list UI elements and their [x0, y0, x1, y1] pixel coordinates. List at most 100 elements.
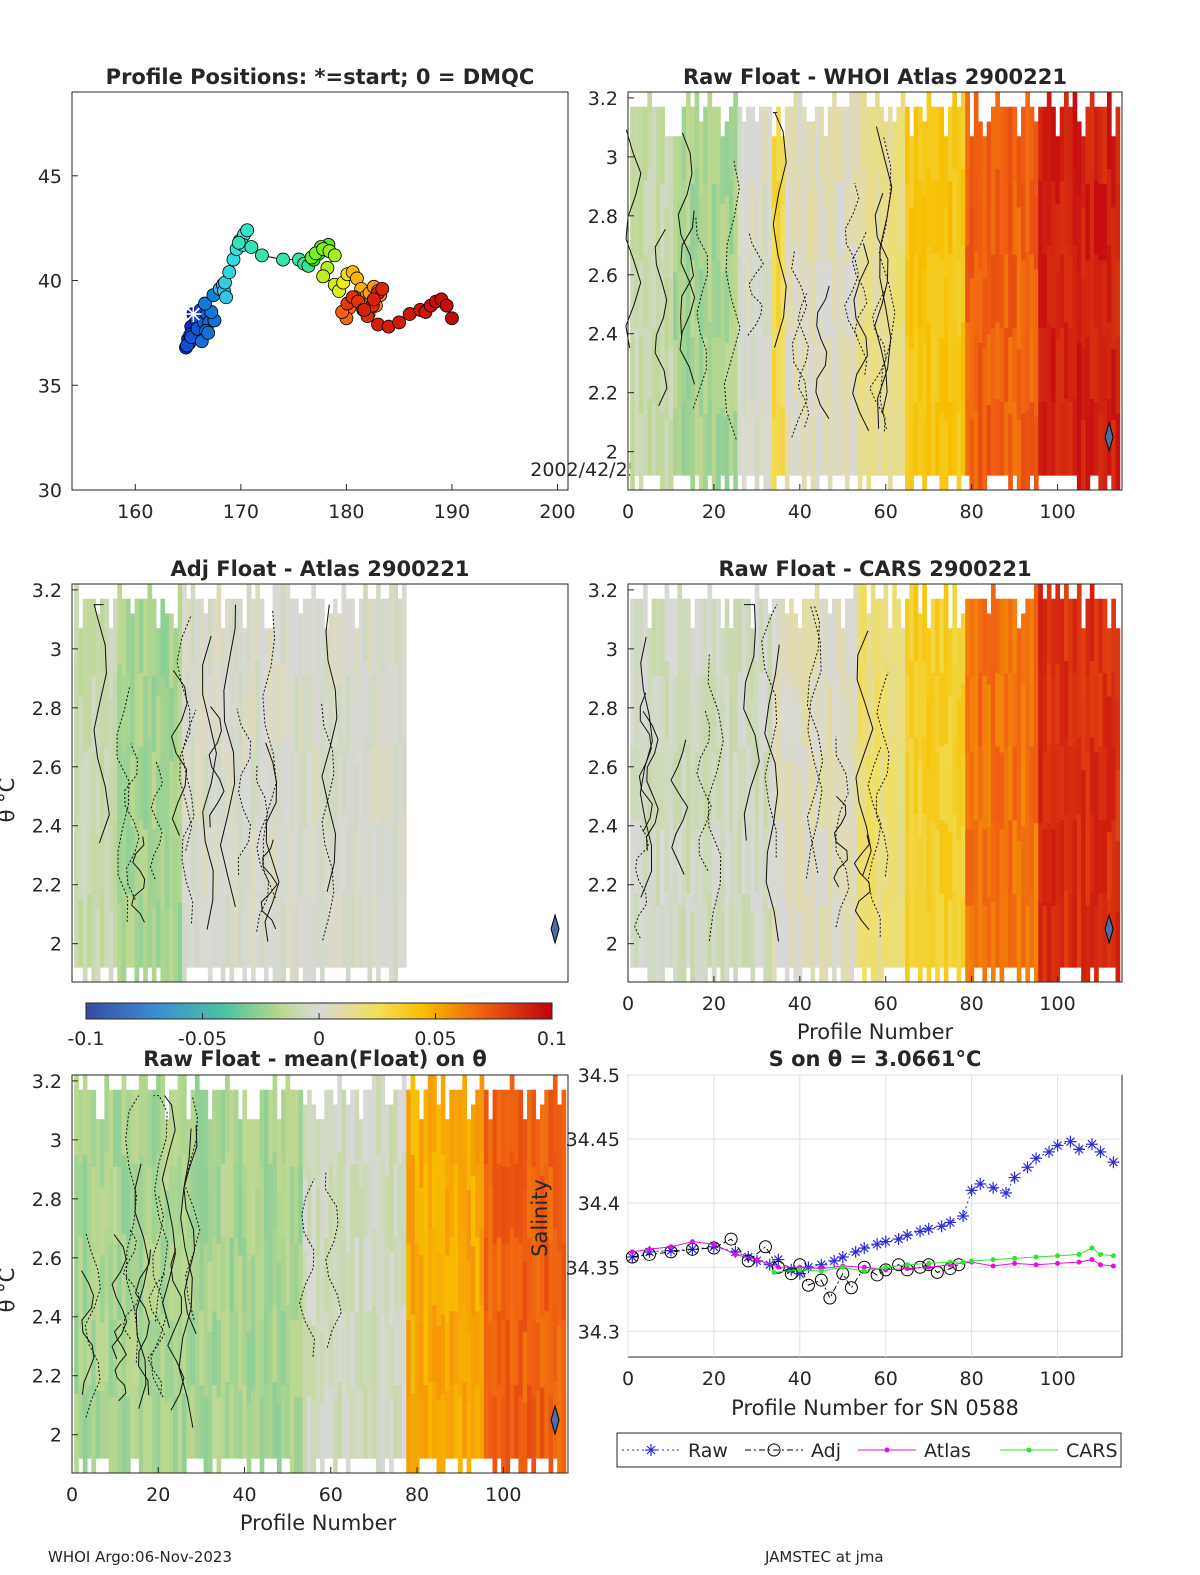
heatmap-cell: [909, 277, 915, 349]
heatmap-cell: [965, 905, 970, 983]
heatmap-cell: [117, 1319, 122, 1397]
heatmap-cell: [883, 192, 889, 264]
heatmap-cell: [887, 831, 893, 900]
heatmap-cell: [759, 254, 764, 329]
heatmap-cell: [203, 1166, 209, 1244]
heatmap-cell: [668, 893, 674, 968]
heatmap-cell: [100, 1254, 105, 1324]
x-tick-label: 0: [622, 1368, 634, 1390]
heatmap-cell: [922, 416, 927, 491]
heatmap-cell: [973, 410, 979, 491]
heatmap-cell: [397, 746, 403, 821]
heatmap-cell: [917, 687, 923, 762]
heatmap-cell: [1038, 180, 1043, 255]
heatmap-cell: [501, 1166, 506, 1244]
heatmap-cell: [190, 890, 196, 968]
heatmap-cell: [350, 598, 355, 673]
heatmap-cell: [973, 598, 979, 673]
heatmap-cell: [250, 1322, 256, 1391]
heatmap-cell: [728, 696, 734, 765]
heatmap-cell: [1003, 672, 1009, 747]
heatmap-cell: [143, 1075, 148, 1155]
heatmap-cell: [250, 752, 256, 830]
heatmap-cell: [104, 819, 110, 894]
heatmap-cell: [750, 106, 756, 181]
heatmap-cell: [332, 893, 338, 968]
heatmap-cell: [840, 769, 846, 841]
heatmap-cell: [926, 245, 932, 323]
heatmap-cell: [973, 92, 979, 172]
heatmap-cell: [922, 890, 927, 968]
heatmap-cell: [694, 828, 700, 906]
heatmap-cell: [909, 584, 915, 662]
heatmap-cell: [797, 840, 803, 912]
heatmap-cell: [229, 1163, 235, 1238]
heatmap-cell: [337, 1381, 342, 1459]
heatmap-cell: [900, 245, 906, 323]
heatmap-cell: [112, 1243, 118, 1321]
heatmap-cell: [246, 813, 252, 892]
heatmap-cell: [943, 902, 949, 983]
heatmap-cell: [1042, 180, 1048, 255]
heatmap-cell: [112, 1396, 118, 1474]
y-tick-label: 2.4: [32, 816, 62, 838]
heatmap-cell: [371, 598, 377, 673]
heatmap-cell: [733, 171, 738, 252]
heatmap-cell: [401, 1304, 407, 1383]
heatmap-cell: [453, 1237, 459, 1312]
heatmap-cell: [746, 327, 751, 402]
heatmap-cell: [108, 769, 114, 841]
adj-atlas-ticks: 22.22.42.62.833.2: [32, 580, 78, 956]
heatmap-cell: [647, 628, 653, 700]
heatmap-cell: [832, 92, 837, 170]
heatmap-cell: [767, 760, 773, 835]
contour-line: [111, 1234, 128, 1360]
atlas-point: [904, 1266, 910, 1272]
heatmap-cell: [380, 746, 386, 821]
heatmap-cell: [1051, 254, 1056, 329]
heatmap-cell: [930, 598, 936, 673]
heatmap-cell: [660, 752, 665, 830]
heatmap-cell: [1021, 684, 1026, 756]
heatmap-cell: [95, 1390, 101, 1459]
heatmap-cell: [793, 687, 799, 762]
heatmap-cell: [376, 1154, 381, 1235]
heatmap-cell: [475, 1384, 480, 1459]
heatmap-cell: [750, 840, 756, 912]
heatmap-cell: [917, 327, 923, 402]
heatmap-cell: [806, 192, 811, 264]
heatmap-cell: [380, 1393, 386, 1474]
heatmap-cell: [797, 628, 803, 700]
heatmap-cell: [341, 737, 347, 815]
heatmap-cell: [1068, 893, 1073, 968]
heatmap-cell: [311, 1178, 317, 1253]
heatmap-cell: [479, 1228, 485, 1306]
atlas-point: [1089, 1257, 1095, 1263]
heatmap-cell: [1085, 106, 1091, 184]
heatmap-cell: [999, 905, 1005, 983]
heatmap-cell: [685, 746, 691, 821]
heatmap-cell: [1115, 698, 1121, 771]
contour-line: [125, 1095, 140, 1363]
heatmap-cell: [832, 168, 837, 246]
contour-line: [723, 160, 741, 440]
heatmap-cell: [638, 106, 644, 184]
heatmap-cell: [896, 254, 902, 329]
heatmap-cell: [367, 905, 373, 983]
heatmap-cell: [720, 136, 726, 205]
heatmap-cell: [1102, 106, 1108, 184]
heatmap-cell: [814, 183, 820, 261]
heatmap-cell: [212, 746, 217, 821]
heatmap-cell: [1059, 746, 1065, 821]
heatmap-cell: [436, 1251, 442, 1326]
heatmap-cell: [1098, 106, 1104, 184]
heatmap-cell: [186, 1119, 192, 1188]
heatmap-cell: [177, 584, 183, 664]
heatmap-cell: [125, 672, 131, 747]
heatmap-cell: [117, 902, 122, 983]
heatmap-cell: [397, 598, 403, 673]
heatmap-cell: [849, 398, 854, 476]
heatmap-cell: [552, 1151, 558, 1229]
heatmap-cell: [913, 813, 919, 892]
heatmap-cell: [1042, 254, 1048, 329]
